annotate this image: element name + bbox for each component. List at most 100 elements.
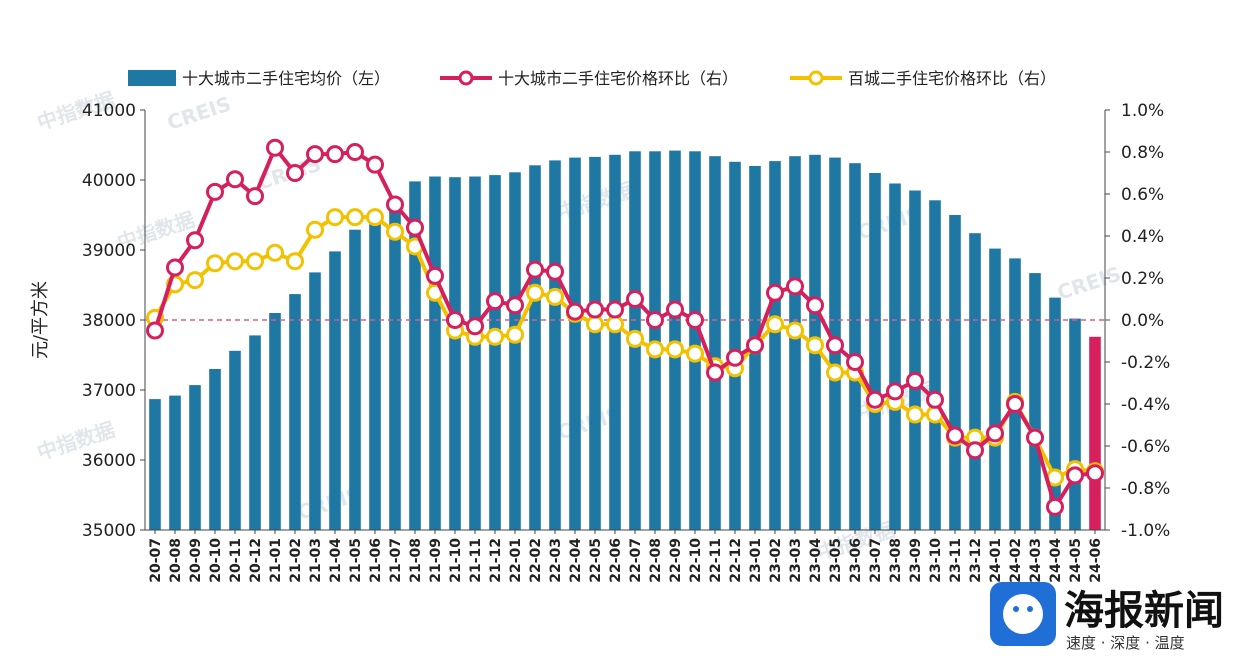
x-tick-label: 21-10 (448, 538, 464, 583)
x-tick-label: 21-03 (308, 538, 324, 583)
right-tick-label: -0.6% (1121, 437, 1170, 457)
series-point (846, 353, 864, 371)
series-point (706, 363, 724, 382)
x-tick-label: 21-11 (468, 538, 484, 583)
x-tick-label: 22-11 (708, 538, 724, 583)
series-point (466, 317, 484, 336)
x-tick-label: 23-09 (908, 538, 924, 583)
x-tick-label: 21-07 (388, 538, 404, 583)
x-tick-label: 23-03 (788, 538, 804, 583)
bar (949, 215, 961, 530)
left-tick-label: 40000 (82, 171, 136, 191)
series-point (686, 311, 704, 329)
x-tick-label: 24-06 (1088, 538, 1104, 583)
series-point (626, 290, 644, 308)
x-tick-label: 23-11 (948, 538, 964, 583)
x-tick-label: 22-05 (588, 538, 604, 583)
x-tick-label: 21-09 (428, 538, 444, 583)
x-tick-label: 22-03 (548, 538, 564, 583)
right-tick-label: -0.2% (1121, 353, 1170, 373)
x-tick-label: 24-01 (988, 538, 1004, 583)
series-point (446, 311, 464, 329)
bar-series (149, 150, 1101, 531)
series-point (906, 371, 924, 390)
series-point (806, 296, 824, 315)
series-point (866, 390, 884, 409)
bar (769, 161, 781, 530)
series-point (506, 325, 524, 344)
x-tick-label: 21-01 (268, 538, 284, 583)
series-point (1046, 497, 1064, 516)
series-point (386, 222, 404, 241)
series-point (166, 258, 184, 277)
legend: 十大城市二手住宅均价（左） 十大城市二手住宅价格环比（右） 百城二手住宅价格环比（右… (128, 69, 1056, 88)
series-point (786, 321, 804, 340)
x-tick-label: 22-09 (668, 538, 684, 583)
x-tick-label: 24-04 (1048, 538, 1064, 583)
x-tick-label: 21-02 (288, 538, 304, 583)
series-point (286, 252, 304, 271)
series-point (566, 302, 584, 321)
x-tick-label: 22-07 (628, 538, 644, 583)
series-point (686, 344, 704, 363)
bar (309, 272, 321, 530)
series-point (1006, 395, 1024, 413)
series-point (526, 260, 544, 279)
left-tick-label: 37000 (82, 381, 136, 401)
bar (549, 160, 561, 530)
x-tick-label: 23-01 (748, 538, 764, 583)
right-tick-label: 0.8% (1121, 143, 1164, 163)
left-tick-label: 38000 (82, 311, 136, 331)
series-point (346, 208, 364, 227)
x-tick-label: 20-10 (208, 538, 224, 583)
series-point (426, 266, 444, 285)
series-point (226, 170, 244, 189)
x-tick-label: 23-05 (828, 538, 844, 583)
series-point (666, 300, 684, 319)
series-point (546, 262, 564, 281)
logo-subtitle: 速度 · 深度 · 温度 (1066, 634, 1185, 652)
bar (529, 165, 541, 531)
bar (1029, 273, 1041, 530)
x-tick-label: 20-12 (248, 538, 264, 583)
logo: 海报新闻 速度 · 深度 · 温度 (990, 582, 1224, 652)
bar (269, 313, 281, 530)
series-point (726, 348, 744, 367)
x-tick-label: 23-08 (888, 538, 904, 583)
bar (329, 251, 341, 530)
series-point (746, 336, 764, 355)
bar (869, 173, 881, 530)
series-point (1066, 466, 1084, 485)
bar (929, 200, 941, 531)
legend-label: 十大城市二手住宅价格环比（右） (498, 69, 738, 88)
bar (229, 350, 241, 530)
bar (289, 294, 301, 530)
bar (789, 156, 801, 530)
bar (689, 151, 701, 531)
series-point (1086, 464, 1104, 483)
axes: 35000 36000 37000 38000 39000 40000 41000 -1.0%… (82, 101, 1170, 583)
right-tick-label: -1.0% (1121, 521, 1170, 541)
x-tick-label: 22-10 (688, 538, 704, 583)
series-point (606, 315, 624, 334)
bar (709, 156, 721, 530)
bar (429, 176, 441, 530)
bar (509, 172, 521, 531)
bar (409, 181, 421, 530)
x-tick-label: 21-04 (328, 538, 344, 583)
bar (589, 156, 601, 530)
series-point (266, 243, 284, 262)
series-point (926, 390, 944, 409)
series-point (1026, 428, 1044, 447)
x-tick-label: 23-07 (868, 538, 884, 583)
right-tick-label: 0.6% (1121, 185, 1164, 205)
series-point (906, 405, 924, 424)
x-tick-label: 20-11 (228, 538, 244, 583)
series-point (506, 296, 524, 315)
series-point (646, 311, 664, 329)
series-point (966, 441, 984, 460)
x-tick-label: 22-02 (528, 538, 544, 583)
series-point (306, 145, 324, 164)
series-point (646, 340, 664, 359)
bar (849, 163, 861, 530)
